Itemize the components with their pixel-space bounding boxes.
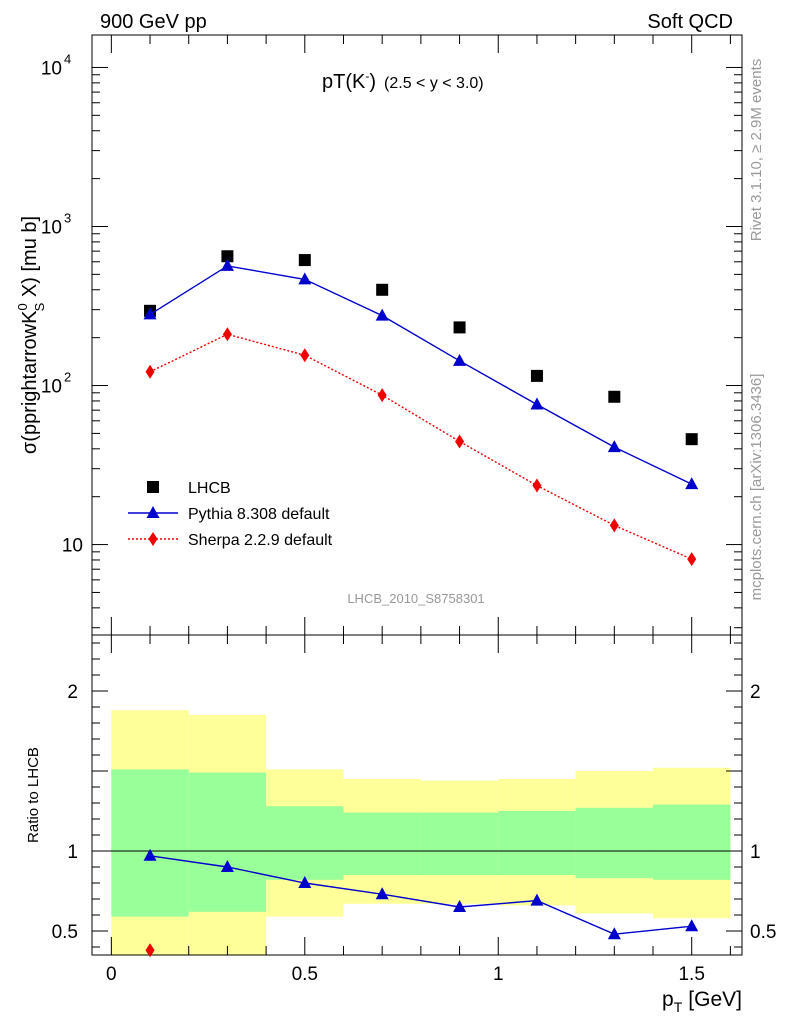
data-point-triangle <box>453 353 467 366</box>
legend-label: Sherpa 2.2.9 default <box>188 532 333 549</box>
ratio-point-triangle <box>453 900 467 912</box>
ratio-y-tick-label-left: 1 <box>67 842 78 863</box>
series-line-1 <box>149 265 693 485</box>
plot-title: pT(K-) (2.5 < y < 3.0) <box>322 69 484 93</box>
data-point-diamond <box>145 364 155 379</box>
ratio-point-triangle <box>220 860 234 872</box>
legend-marker-diamond <box>148 532 158 546</box>
title-range: (2.5 < y < 3.0) <box>384 75 484 92</box>
data-point-square <box>221 250 234 263</box>
data-point-triangle <box>685 477 699 490</box>
top-y-tick-label: 10 <box>41 58 62 79</box>
ratio-y-tick-label-right: 1 <box>750 842 761 863</box>
ratio-panel: 0.5 0.5 1 1 2 2 0 0.5 1 1.5 Ratio to LHCB pT [GeV] <box>25 634 776 1015</box>
ratio-point-triangle <box>143 848 157 861</box>
ratio-band-green <box>343 812 421 875</box>
top-y-tick-exponent: 4 <box>64 51 71 66</box>
ratio-band-green <box>266 806 344 880</box>
header-left-label: 900 GeV pp <box>100 11 207 33</box>
ratio-band-green <box>498 811 576 875</box>
ratio-y-tick-label-left: 2 <box>67 682 78 703</box>
data-point-diamond <box>609 518 619 533</box>
legend-label: Pythia 8.308 default <box>188 506 330 523</box>
x-tick-label: 1 <box>493 964 504 985</box>
data-point-triangle <box>530 397 544 410</box>
y-label-subscript: S <box>32 302 47 311</box>
ratio-point-triangle <box>375 887 389 900</box>
legend-marker-triangle <box>146 506 160 518</box>
data-point-square <box>453 321 466 334</box>
top-y-tick-exponent: 3 <box>64 210 71 225</box>
data-point-triangle <box>298 272 312 285</box>
data-point-diamond <box>532 478 542 493</box>
data-point-diamond <box>300 348 310 363</box>
ratio-y-tick-label-right: 2 <box>750 682 761 703</box>
header-right-label: Soft QCD <box>647 11 733 33</box>
ratio-point-diamond <box>145 943 155 958</box>
ratio-plot-frame <box>91 634 743 956</box>
data-point-triangle <box>143 307 157 320</box>
mcplots-citation-label: mcplots.cern.ch [arXiv:1306.3436] <box>748 374 765 601</box>
top-y-tick-exponent: 2 <box>64 370 71 385</box>
y-label-main: σ(pprightarrowK <box>19 310 41 454</box>
legend-label: LHCB <box>188 480 231 497</box>
data-point-square <box>608 390 621 403</box>
data-point-square <box>376 283 389 296</box>
top-y-tick-label: 10 <box>41 377 62 398</box>
ratio-band-green <box>188 772 267 912</box>
x-tick-label: 0 <box>106 964 117 985</box>
data-point-diamond <box>687 552 697 567</box>
data-point-triangle <box>375 308 389 321</box>
ratio-band-green <box>111 769 189 917</box>
rivet-version-label: Rivet 3.1.10, ≥ 2.9M events <box>748 59 765 242</box>
legend-marker-square <box>147 481 159 493</box>
ratio-point-triangle <box>298 876 312 888</box>
ratio-y-axis-label: Ratio to LHCB <box>25 747 42 843</box>
x-tick-label: 1.5 <box>678 964 704 985</box>
top-y-tick-label: 10 <box>62 536 83 557</box>
title-main: pT(K <box>322 71 366 93</box>
data-point-diamond <box>455 434 465 449</box>
ratio-point-triangle <box>530 893 544 906</box>
title-close-paren: ) <box>369 71 376 93</box>
data-point-square <box>685 433 698 446</box>
y-label-tail: X) [mu b] <box>19 216 41 303</box>
series-line-2 <box>149 333 692 560</box>
ratio-series-line-0 <box>149 855 692 935</box>
data-point-triangle <box>607 440 621 453</box>
x-axis-label: pT [GeV] <box>662 988 742 1015</box>
ratio-band-green <box>420 812 499 875</box>
ratio-band-green <box>653 804 731 880</box>
data-point-square <box>298 254 311 267</box>
analysis-watermark: LHCB_2010_S8758301 <box>347 591 484 606</box>
y-label-superscript: 0 <box>15 303 30 310</box>
data-point-square <box>530 369 543 382</box>
data-point-diamond <box>377 388 387 403</box>
top-y-tick-label: 10 <box>41 217 62 238</box>
top-y-axis-label: σ(pprightarrowK0 S X) [mu b] <box>15 216 47 454</box>
data-point-diamond <box>222 327 232 342</box>
x-tick-label: 0.5 <box>292 964 318 985</box>
data-point-triangle <box>220 258 234 271</box>
x-label-subscript: T <box>674 999 683 1015</box>
x-label-main: p <box>662 988 674 1011</box>
ratio-point-triangle <box>685 919 699 932</box>
ratio-band-green <box>575 807 654 879</box>
ratio-point-triangle <box>607 927 621 940</box>
ratio-y-tick-label-right: 0.5 <box>750 922 776 943</box>
title-superscript: - <box>365 69 369 83</box>
ratio-y-tick-label-left: 0.5 <box>52 922 78 943</box>
x-label-unit: [GeV] <box>688 988 742 1011</box>
